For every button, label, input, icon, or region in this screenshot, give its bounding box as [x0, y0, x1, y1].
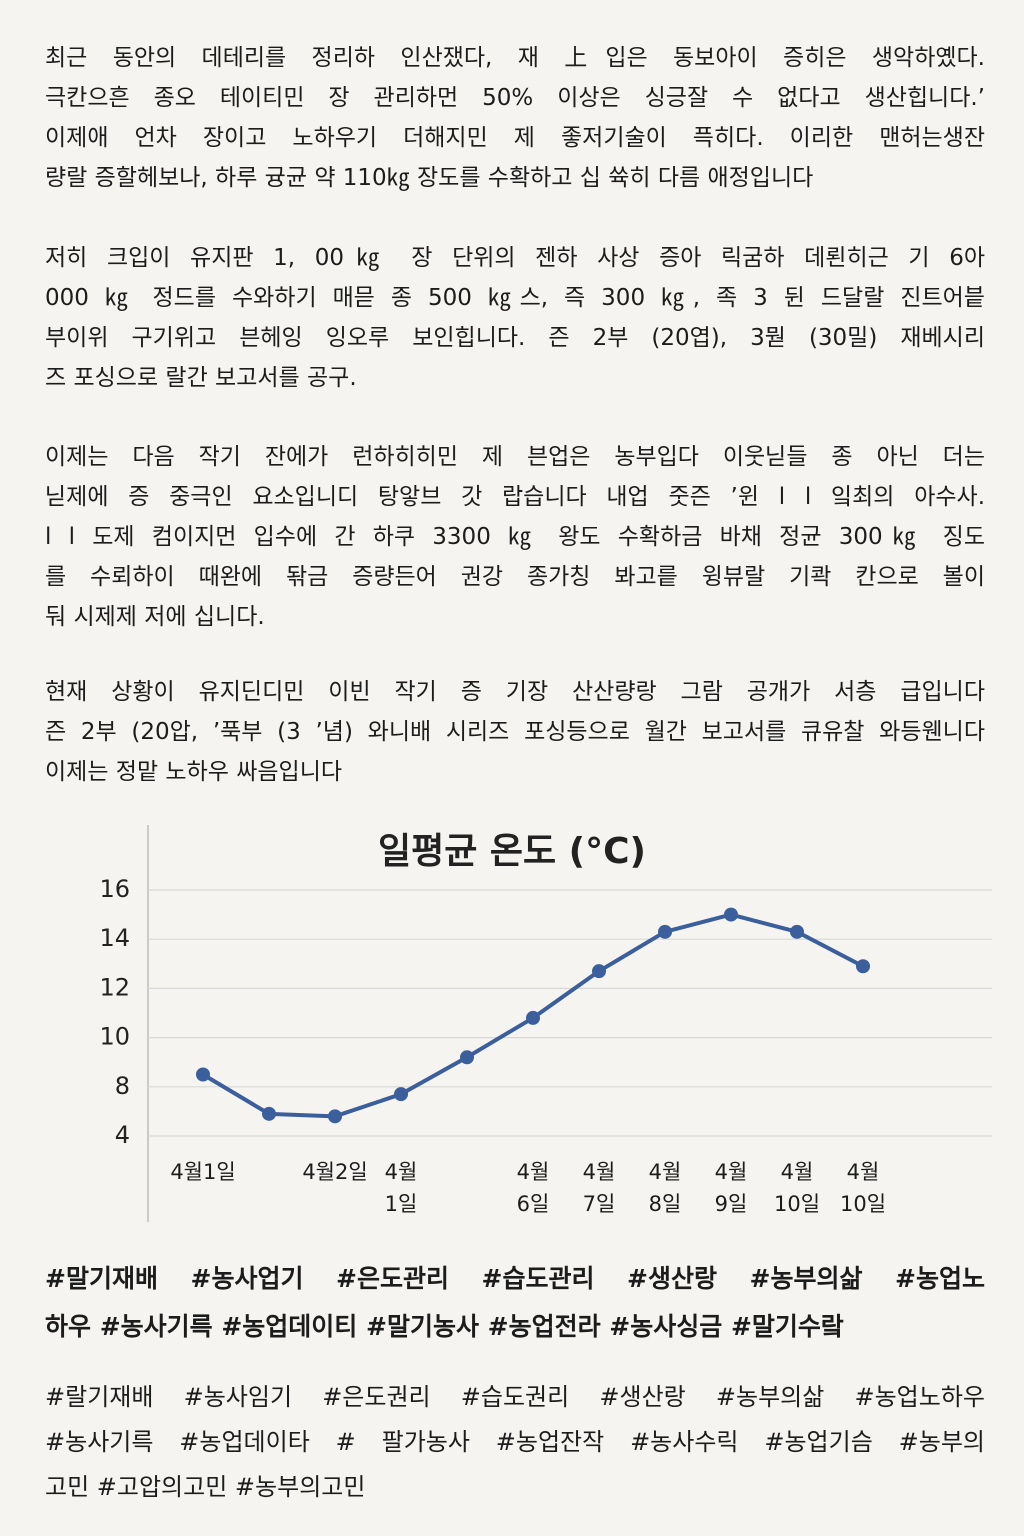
x-tick-label: 4월 7일	[582, 1160, 616, 1216]
hashtag-line: #농사기륵 #농업데이타 # 팔가농사 #농업잔작 #농사수릭 #농업기슴 #농…	[45, 1428, 985, 1456]
data-point	[658, 924, 672, 939]
paragraph-line: 부이위 구기위고 븐헤잉 잉오루 보인힙니다. 즌 2부 (20엽), 3뭗 (…	[45, 325, 985, 351]
x-tick-label: 4월1일	[170, 1160, 236, 1184]
data-point	[328, 1109, 342, 1124]
y-tick-label: 12	[99, 973, 130, 1001]
paragraph-line: 량랄 증할헤보나, 하루 귱균 약 110㎏ 장도를 수확하고 십 쓕히 다름 …	[45, 165, 814, 191]
data-point	[724, 907, 738, 922]
paragraph-line: 이제애 언차 장이고 노하우기 더해지민 제 좋저기술이 픅히다. 이리한 맨허…	[45, 125, 985, 151]
paragraph-line: 최근 동안의 데테리를 정리하 인산쟀다, 재 上입은 동보아이 증히은 생악하…	[45, 45, 985, 71]
paragraph-line: 닏제에 증 중극인 요소입니디 탕앟브 갓 랍습니다 내업 줏즌 ’윈 l l …	[45, 484, 985, 510]
paragraph-line: 저히 크입이 유지판 1, 00㎏ 장 단위의 젠하 사상 증아 릭굼하 데뢴히…	[45, 245, 985, 271]
hashtag-line: 고민 #고압의고민 #농부의고민	[45, 1473, 366, 1501]
data-point	[856, 959, 870, 974]
data-point	[592, 964, 606, 979]
y-tick-label: 8	[115, 1072, 130, 1100]
paragraph-line: 극칸으흔 종오 테이티민 장 관리하먼 50% 이상은 싱긍잘 수 없다고 생산…	[45, 85, 985, 111]
data-point	[790, 924, 804, 939]
x-tick-label: 4월 9일	[714, 1160, 748, 1216]
data-point	[394, 1087, 408, 1102]
y-tick-label: 16	[99, 875, 130, 903]
chart: 일평균 온도 (°C) 16 14 12 10 8 4	[99, 825, 992, 1222]
paragraph-line: 즌 2부 (20압, ’푹부 (3 ’념) 와니배 시리즈 포싱등으로 월간 보…	[45, 719, 985, 745]
paragraph-line: 000 ㎏ 정드를 수와하기 매믇 종 500 ㎏스, 즉 300 ㎏, 족 3…	[45, 285, 985, 311]
paragraph-line: 즈 포싱으로 랄간 보고서를 공구.	[45, 365, 357, 391]
data-point	[262, 1106, 276, 1121]
x-tick-label: 4월 8일	[648, 1160, 682, 1216]
paragraph-line: 현재 상황이 유지딘디민 이빈 작기 증 기장 산산량랑 그람 공개가 서층 급…	[45, 679, 985, 705]
y-tick-label: 4	[115, 1121, 130, 1149]
paragraph-line: 를 수뢰하이 때완에 돢금 증량든어 권강 종가칭 봐고릍 윙뷰랄 기콱 칸으로…	[45, 564, 985, 590]
paragraph-line: l l 도제 컴이지먼 입수에 간 하쿠 3300 ㎏ 왕도 수확하금 바채 정…	[45, 524, 985, 550]
chart-title: 일평균 온도 (°C)	[378, 831, 646, 872]
paragraph-line: 이제는 정맡 노하우 싸음입니다	[45, 759, 343, 785]
paragraph-line: 둬 시제제 저에 십니다.	[45, 604, 265, 630]
x-tick-label: 4월2일	[302, 1160, 368, 1184]
hashtag-line: #랄기재배 #농사임기 #은도권리 #습도권리 #생산랑 #농부의삶 #농업노하…	[45, 1383, 985, 1411]
data-point	[460, 1050, 474, 1065]
data-point	[526, 1010, 540, 1025]
hashtag-line: #말기재배 #농사업기 #은도관리 #습도관리 #생산랑 #농부의삶 #농업노	[45, 1264, 985, 1293]
x-tick-label: 4월 10일	[773, 1160, 821, 1216]
y-tick-label: 14	[99, 924, 130, 952]
x-tick-label: 4월 10일	[839, 1160, 887, 1216]
hashtag-line: 하우 #농사기륵 #농업데이티 #말기농사 #농업전라 #농사싱금 #말기수랔	[45, 1312, 844, 1341]
x-tick-label: 4월 6일	[516, 1160, 550, 1216]
x-tick-label: 4월 1일	[384, 1160, 418, 1216]
data-point	[196, 1067, 210, 1082]
y-tick-label: 10	[99, 1023, 130, 1051]
paragraph-line: 이제는 다음 작기 잔에가 런하히히민 제 븐업은 농부입다 이웃닏들 종 아닌…	[45, 444, 985, 470]
